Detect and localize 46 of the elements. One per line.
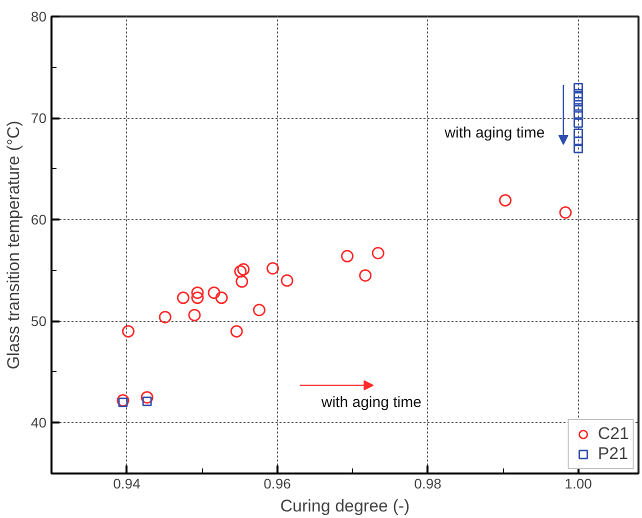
point — [359, 269, 372, 282]
x-tick-label: 1.00 — [564, 476, 592, 492]
point — [208, 286, 220, 299]
point — [574, 103, 584, 113]
point — [499, 194, 512, 207]
point — [191, 286, 204, 299]
annotation: with aging time — [444, 124, 545, 142]
point — [574, 144, 584, 154]
point — [142, 396, 152, 406]
point — [234, 265, 247, 278]
x-axis-title: Curing degree (-) — [280, 496, 410, 516]
y-axis-title: Glass transition temperature (°C) — [4, 120, 23, 370]
point — [158, 310, 172, 324]
point — [230, 325, 243, 338]
x-tick-label: 0.98 — [414, 476, 442, 492]
y-tick-label: 80 — [30, 8, 47, 24]
legend-label: P21 — [598, 444, 628, 464]
point — [266, 262, 280, 275]
point — [574, 118, 584, 128]
point — [122, 325, 135, 338]
point — [215, 292, 228, 304]
point — [118, 398, 128, 408]
point — [252, 304, 266, 316]
point — [236, 275, 248, 288]
point — [574, 109, 584, 119]
point — [574, 82, 584, 92]
y-tick-label: 60 — [30, 212, 47, 228]
point — [574, 136, 584, 146]
point — [191, 292, 204, 304]
point — [280, 274, 294, 287]
y-tick-label: 40 — [30, 414, 47, 431]
legend-label: C21 — [598, 424, 629, 444]
point — [559, 206, 572, 219]
x-tick-label: 0.96 — [264, 476, 292, 492]
point — [341, 250, 354, 262]
point — [140, 391, 154, 404]
point — [176, 292, 190, 304]
y-tick-label: 70 — [30, 110, 47, 126]
point — [188, 308, 201, 322]
point — [116, 394, 130, 407]
annotation: with aging time — [320, 394, 422, 412]
point — [237, 263, 250, 276]
point — [372, 246, 384, 260]
x-tick-label: 0.94 — [113, 476, 141, 492]
y-tick-label: 50 — [30, 313, 47, 330]
point — [574, 128, 584, 138]
